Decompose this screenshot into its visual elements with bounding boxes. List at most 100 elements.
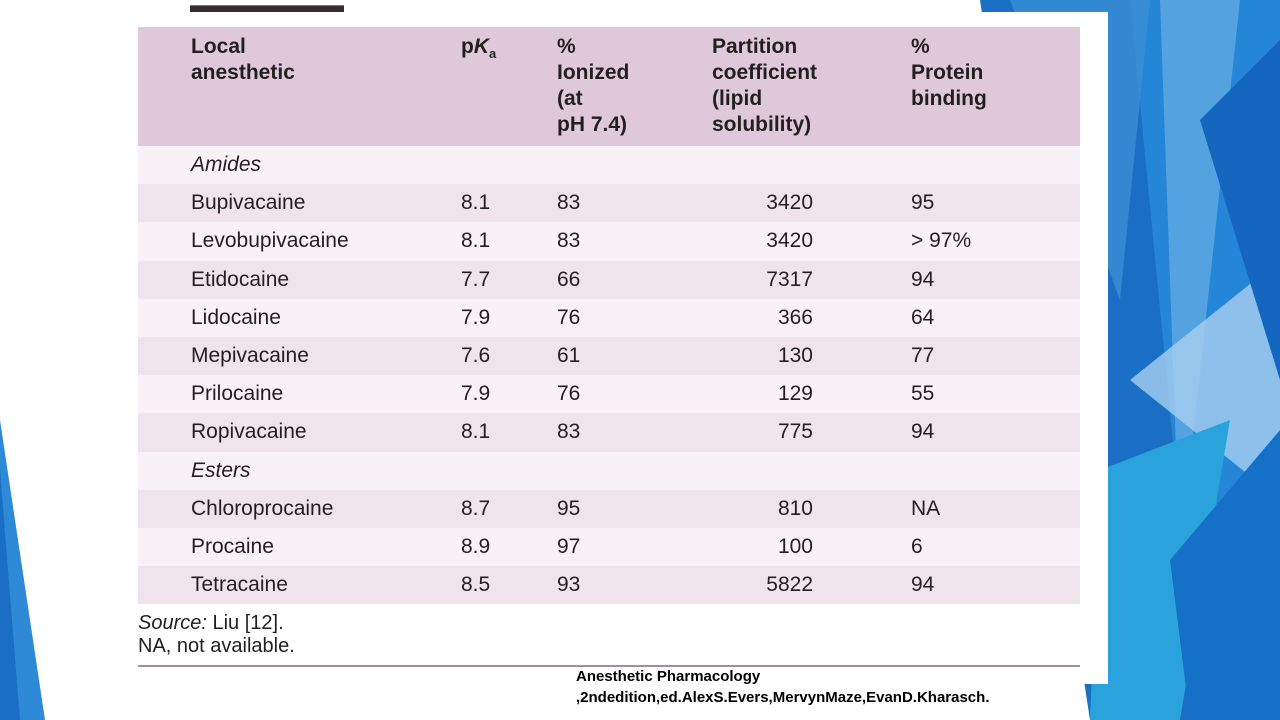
table-row: Chloroprocaine 8.7 95 810 NA	[138, 489, 1080, 528]
group-spacer	[138, 452, 191, 490]
group-row-esters: Esters	[138, 451, 1080, 490]
ionized-value: 97	[557, 534, 581, 558]
partition-value: 130	[777, 344, 813, 368]
table-row: Prilocaine 7.9 76 129 55	[138, 375, 1080, 414]
header-partition-line4: solubility)	[712, 113, 812, 136]
row-spacer	[138, 490, 191, 528]
partition-value: 3420	[766, 229, 813, 253]
citation: Anesthetic Pharmacology ,2ndedition,ed.A…	[576, 666, 989, 708]
ionized-value: 83	[557, 191, 581, 215]
header-spacer	[138, 27, 191, 146]
table-row: Tetracaine 8.5 93 5822 94	[138, 566, 1080, 605]
pka-value: 7.9	[461, 382, 491, 406]
header-protein: % Protein binding	[911, 27, 1080, 146]
row-spacer	[138, 222, 191, 260]
header-ionized-line1: %	[557, 35, 576, 58]
header-partition-line3: (lipid	[712, 87, 763, 110]
header-drug-line2: anesthetic	[191, 61, 295, 84]
header-protein-line2: Protein	[911, 61, 984, 84]
drug-name: Bupivacaine	[191, 191, 306, 215]
protein-value: 94	[911, 267, 935, 291]
pka-value: 8.1	[461, 191, 491, 215]
table-row: Lidocaine 7.9 76 366 64	[138, 298, 1080, 337]
ionized-value: 76	[557, 382, 581, 406]
group-row-amides: Amides	[138, 146, 1080, 185]
row-spacer	[138, 375, 191, 413]
header-partition-line2: coefficient	[712, 61, 818, 84]
pka-value: 8.9	[461, 534, 491, 558]
local-anesthetic-table: Local anesthetic pKa % Ionized (at pH 7.…	[138, 27, 1080, 605]
header-pka: pKa	[461, 27, 557, 146]
row-spacer	[138, 528, 191, 566]
citation-line2: ,2ndedition,ed.AlexS.Evers,MervynMaze,Ev…	[576, 689, 990, 706]
pka-value: 8.7	[461, 496, 491, 520]
row-spacer	[138, 299, 191, 337]
source-text: Liu [12].	[206, 612, 284, 634]
group-spacer	[138, 146, 191, 184]
table-notes: Source: Liu [12]. NA, not available.	[138, 612, 295, 658]
partition-value: 129	[777, 382, 813, 406]
pka-value: 7.9	[461, 305, 491, 329]
drug-name: Tetracaine	[191, 573, 288, 597]
header-ionized-line4: pH 7.4)	[557, 113, 628, 136]
protein-value: 77	[911, 344, 935, 368]
drug-name: Lidocaine	[191, 305, 281, 329]
table-row: Etidocaine 7.7 66 7317 94	[138, 260, 1080, 299]
ionized-value: 83	[557, 420, 581, 444]
group-label-amides: Amides	[191, 153, 262, 177]
drug-name: Procaine	[191, 534, 274, 558]
protein-value: > 97%	[911, 229, 972, 253]
partition-value: 810	[777, 496, 813, 520]
ionized-value: 83	[557, 229, 581, 253]
ionized-value: 95	[557, 496, 581, 520]
drug-name: Levobupivacaine	[191, 229, 349, 253]
table-row: Levobupivacaine 8.1 83 3420 > 97%	[138, 222, 1080, 261]
partition-value: 775	[777, 420, 813, 444]
header-partition-line1: Partition	[712, 35, 798, 58]
cropped-table-title: ▬▬▬▬▬▬▬	[190, 0, 344, 12]
partition-value: 100	[777, 534, 813, 558]
slide-content-panel	[112, 12, 1108, 684]
pka-value: 8.1	[461, 420, 491, 444]
drug-name: Chloroprocaine	[191, 496, 334, 520]
drug-name: Ropivacaine	[191, 420, 307, 444]
ionized-value: 76	[557, 305, 581, 329]
pka-value: 8.5	[461, 573, 491, 597]
row-spacer	[138, 413, 191, 451]
header-local-anesthetic: Local anesthetic	[191, 27, 461, 146]
protein-value: NA	[911, 496, 941, 520]
citation-line1: Anesthetic Pharmacology	[576, 668, 761, 685]
ionized-value: 61	[557, 344, 581, 368]
partition-value: 366	[777, 305, 813, 329]
drug-name: Prilocaine	[191, 382, 284, 406]
protein-value: 55	[911, 382, 935, 406]
drug-name: Etidocaine	[191, 267, 290, 291]
row-spacer	[138, 337, 191, 375]
drug-name: Mepivacaine	[191, 344, 309, 368]
ionized-value: 66	[557, 267, 581, 291]
table-row: Mepivacaine 7.6 61 130 77	[138, 336, 1080, 376]
header-ionized-line3: (at	[557, 87, 583, 110]
header-pka-p: p	[461, 35, 474, 58]
pka-value: 8.1	[461, 229, 491, 253]
protein-value: 6	[911, 534, 923, 558]
source-label: Source:	[138, 612, 207, 634]
row-spacer	[138, 184, 191, 222]
ionized-value: 93	[557, 573, 581, 597]
na-note: NA, not available.	[138, 635, 295, 657]
partition-value: 3420	[766, 191, 813, 215]
group-label-esters: Esters	[191, 458, 251, 482]
pka-value: 7.6	[461, 344, 491, 368]
protein-value: 95	[911, 191, 935, 215]
pka-value: 7.7	[461, 267, 491, 291]
table-bottom-rule	[138, 665, 1080, 667]
header-drug-line1: Local	[191, 35, 246, 58]
row-spacer	[138, 566, 191, 604]
table-row: Bupivacaine 8.1 83 3420 95	[138, 184, 1080, 223]
table-row: Procaine 8.9 97 100 6	[138, 527, 1080, 567]
header-protein-line3: binding	[911, 87, 987, 110]
table-row: Ropivacaine 8.1 83 775 94	[138, 413, 1080, 452]
protein-value: 94	[911, 573, 935, 597]
protein-value: 94	[911, 420, 935, 444]
header-partition: Partition coefficient (lipid solubility)	[712, 27, 911, 146]
